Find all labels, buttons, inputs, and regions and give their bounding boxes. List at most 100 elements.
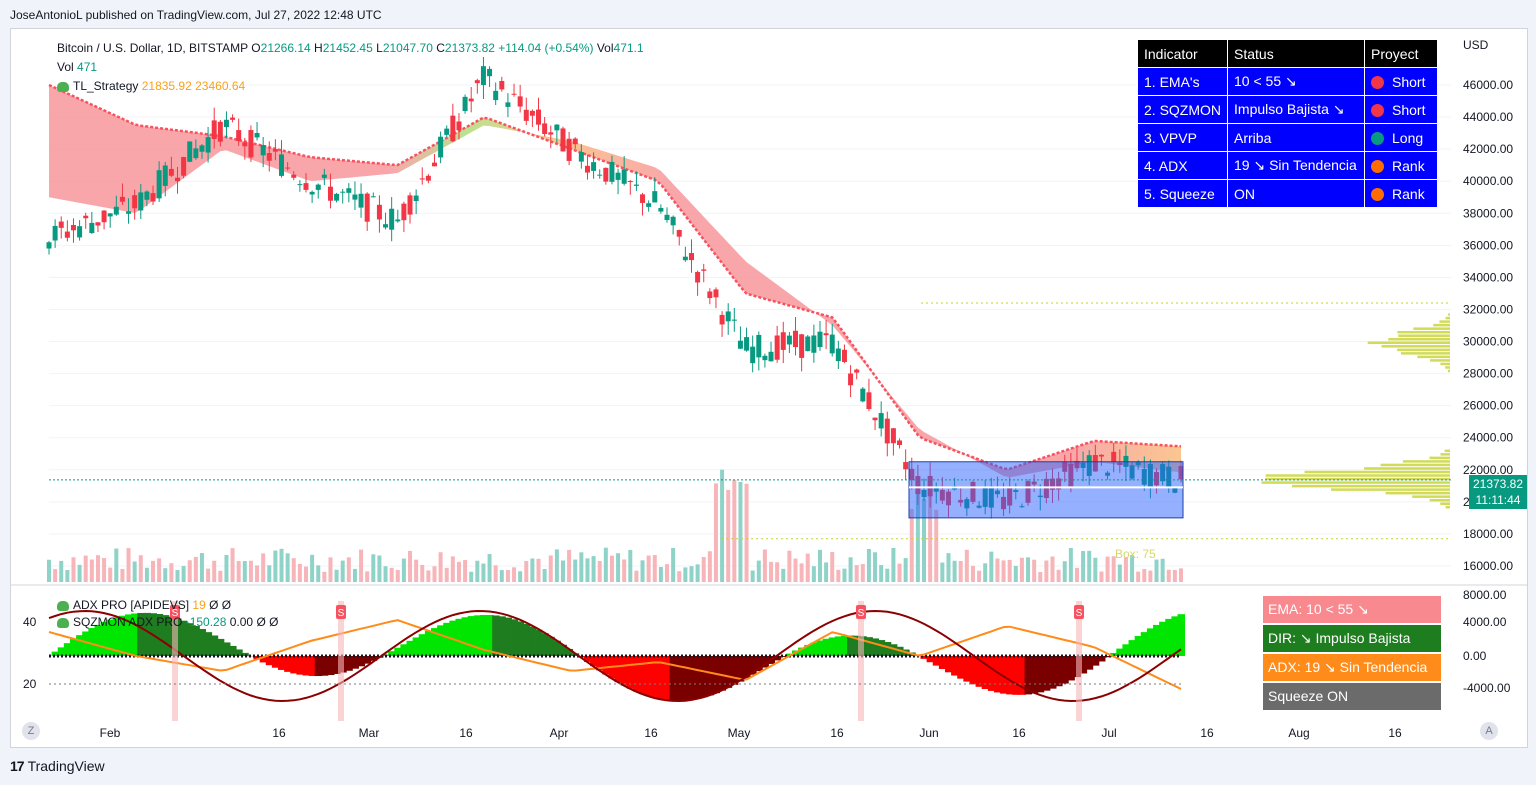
table-row: 1. EMA's 10 < 55 ↘ Short — [1136, 67, 1439, 96]
candle-body — [646, 203, 652, 207]
volume-bar — [769, 561, 774, 582]
time-axis-label: 16 — [1388, 726, 1402, 740]
volume-bar — [255, 565, 260, 582]
candle-body — [1111, 451, 1117, 462]
momentum-bar — [834, 636, 843, 656]
volume-bar — [787, 550, 792, 582]
momentum-bar — [614, 656, 623, 683]
volume-bar — [1117, 564, 1122, 582]
volume-bar — [499, 570, 504, 582]
volume-bar — [707, 551, 712, 582]
candle-body — [156, 170, 162, 199]
scale-z-button[interactable]: Z — [22, 722, 40, 740]
volume-profile-bar — [1417, 355, 1450, 359]
table-row: 4. ADX 19 ↘ Sin Tendencia Rank — [1136, 151, 1439, 180]
candle-body — [70, 224, 76, 231]
volume-bar — [144, 567, 149, 582]
candle-body — [835, 348, 841, 362]
volume-profile-bar — [1429, 359, 1450, 362]
candle-body — [609, 161, 615, 182]
momentum-bar — [583, 656, 592, 662]
momentum-bar — [938, 656, 947, 669]
momentum-bar — [167, 616, 176, 656]
chart-canvas[interactable]: 46000.00 44000.00 42000.00 40000.00 38000.00… — [11, 29, 1527, 747]
candle-body — [89, 222, 95, 234]
momentum-bar — [69, 639, 78, 656]
candle-body — [713, 289, 719, 298]
volume-bar — [824, 562, 829, 582]
volume-bar — [450, 556, 455, 582]
candle-body — [327, 186, 333, 201]
volume-bar — [1142, 568, 1147, 582]
candle-body — [321, 174, 327, 178]
volume-bar — [71, 557, 76, 582]
indicator-proyect-cell: Rank — [1364, 179, 1439, 208]
volume-profile-bar — [1445, 366, 1450, 369]
momentum-bar — [553, 640, 561, 656]
momentum-bar — [1067, 656, 1075, 681]
candle-body — [419, 178, 425, 180]
volume-bar — [487, 554, 492, 582]
sqz-label[interactable]: SQZMON ADX PRO — [73, 615, 183, 629]
momentum-bar — [1140, 632, 1149, 656]
ohlc-line: Bitcoin / U.S. Dollar, 1D, BITSTAMP O212… — [57, 39, 644, 58]
momentum-bar — [430, 628, 439, 656]
momentum-bar — [877, 640, 886, 656]
volume-profile-bar — [1413, 327, 1450, 330]
indicator-table-header: Indicator Status Proyect — [1136, 39, 1439, 68]
momentum-bar — [94, 624, 102, 656]
candle-body — [162, 165, 168, 186]
candle-body — [352, 194, 358, 200]
volume-bar — [934, 509, 939, 582]
candle-body — [291, 174, 297, 178]
volume-bar — [114, 548, 119, 582]
candle-body — [897, 440, 903, 445]
momentum-bar — [828, 637, 837, 656]
candle-body — [174, 177, 180, 182]
volume-bar — [1172, 569, 1177, 582]
time-axis-label: Feb — [100, 726, 121, 740]
adx-legend: ADX PRO [APIDEVS] 19 Ø Ø — [57, 597, 278, 614]
sqz-value-3: Ø — [256, 615, 266, 629]
volume-bar — [279, 548, 284, 582]
volume-bar — [175, 570, 180, 582]
strategy-label[interactable]: TL_Strategy — [73, 79, 139, 93]
close-label: C — [436, 41, 445, 55]
price-tick-label: 16000.00 — [1463, 559, 1513, 573]
adx-label[interactable]: ADX PRO [APIDEVS] — [73, 598, 190, 612]
momentum-bar — [131, 613, 139, 656]
candle-body — [884, 418, 890, 444]
momentum-bar — [718, 656, 727, 691]
range-box — [908, 461, 1184, 519]
indicator-proyect: Short — [1392, 73, 1426, 90]
candle-body — [805, 336, 811, 352]
symbol-label[interactable]: Bitcoin / U.S. Dollar, 1D, BITSTAMP — [57, 41, 248, 55]
candle-body — [560, 128, 566, 152]
volume-bar — [585, 558, 590, 582]
volume-bar — [652, 555, 657, 582]
currency-label: USD — [1463, 38, 1489, 52]
candle-body — [517, 96, 523, 107]
volume-profile-bar — [1440, 502, 1450, 505]
header-proyect: Proyect — [1364, 39, 1439, 68]
indicator-name: 3. VPVP — [1136, 123, 1229, 152]
volume-bar — [1105, 556, 1110, 582]
volume-bar — [151, 560, 156, 582]
momentum-bar — [155, 613, 164, 656]
candle-body — [370, 196, 376, 198]
candle-body — [505, 102, 511, 107]
momentum-bar — [883, 642, 892, 656]
chart-frame[interactable]: 46000.00 44000.00 42000.00 40000.00 38000.00… — [10, 28, 1528, 748]
momentum-bar — [82, 631, 90, 656]
strategy-value-2: 23460.64 — [195, 79, 246, 93]
vol2-label[interactable]: Vol — [57, 60, 74, 74]
status-dot-icon — [1371, 131, 1385, 145]
price-tick-label: 46000.00 — [1463, 78, 1513, 92]
momentum-bar — [1091, 656, 1100, 666]
momentum-bar — [406, 640, 415, 656]
adx-tick-label: 40 — [23, 615, 37, 629]
auto-scale-button[interactable]: A — [1480, 722, 1498, 740]
table-row: 2. SQZMON Impulso Bajista ↘ Short — [1136, 95, 1439, 124]
momentum-bar — [1024, 656, 1033, 695]
volume-bar — [291, 558, 296, 582]
